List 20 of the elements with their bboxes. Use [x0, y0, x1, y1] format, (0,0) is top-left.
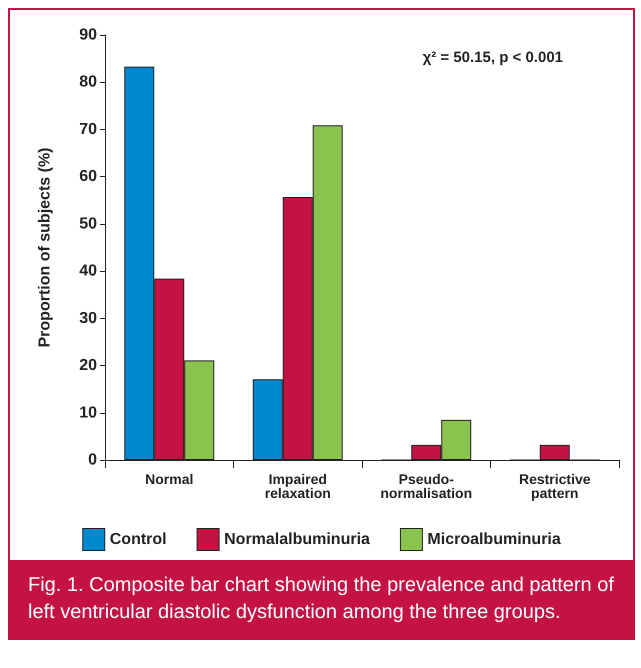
- y-tick-label: 70: [79, 120, 98, 138]
- y-tick-label: 30: [79, 310, 98, 327]
- y-tick-label: 0: [88, 452, 98, 468]
- y-tick-label: 90: [79, 26, 98, 44]
- legend-label: Control: [110, 531, 167, 548]
- x-tick-label: Normal: [145, 471, 194, 487]
- y-tick-label: 40: [79, 262, 98, 280]
- annotation: χ² = 50.15, p < 0.001: [422, 49, 563, 66]
- legend-label: Microalbuminuria: [427, 531, 561, 548]
- x-tick-label: Pseudo-normalisation: [380, 471, 472, 501]
- legend-label: Normalalbuminuria: [224, 531, 370, 548]
- caption: Fig. 1. Composite bar chart showing the prevalence and pattern of left ventricular diastolic dysfunction among the three groups.: [28, 573, 615, 625]
- y-tick-label: 20: [79, 357, 98, 374]
- y-axis-title: Proportion of subjects (%): [36, 148, 54, 348]
- y-tick-label: 80: [79, 74, 98, 91]
- y-tick-label: 60: [79, 168, 98, 186]
- x-tick-label: Restrictive pattern: [518, 471, 591, 501]
- y-tick-label: 10: [79, 404, 98, 422]
- y-tick-label: 50: [79, 215, 98, 232]
- x-tick-label: Impaired relaxation: [264, 471, 331, 501]
